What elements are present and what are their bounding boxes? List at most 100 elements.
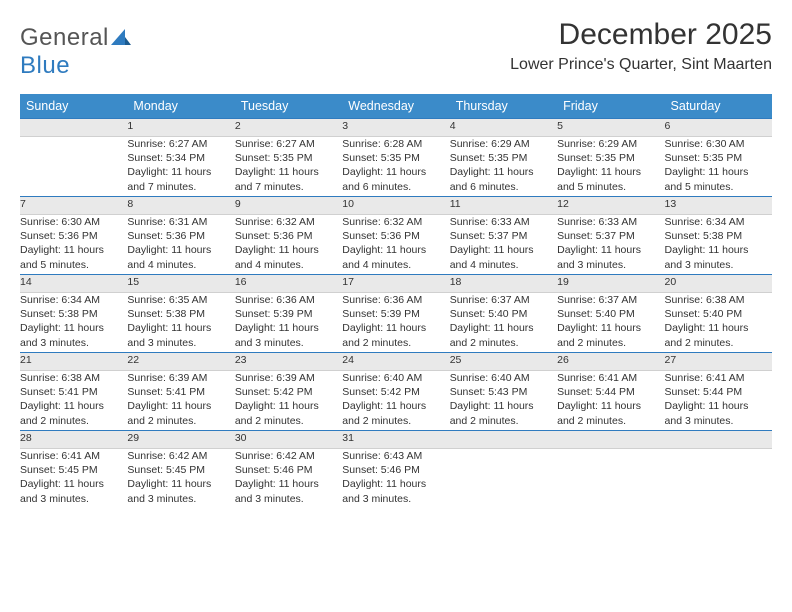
day-header: Monday: [127, 94, 234, 119]
daylight-text: and 3 minutes.: [665, 258, 772, 272]
sunset-text: Sunset: 5:35 PM: [557, 151, 664, 165]
day-cell: Sunrise: 6:36 AMSunset: 5:39 PMDaylight:…: [342, 293, 449, 353]
day-cell: Sunrise: 6:35 AMSunset: 5:38 PMDaylight:…: [127, 293, 234, 353]
sunrise-text: Sunrise: 6:41 AM: [557, 371, 664, 385]
day-cell: Sunrise: 6:38 AMSunset: 5:41 PMDaylight:…: [20, 371, 127, 431]
daylight-text: and 2 minutes.: [665, 336, 772, 350]
daylight-text: and 2 minutes.: [557, 414, 664, 428]
daylight-text: Daylight: 11 hours: [127, 477, 234, 491]
day-cell: Sunrise: 6:40 AMSunset: 5:42 PMDaylight:…: [342, 371, 449, 431]
day-number: [450, 431, 557, 449]
sunrise-text: Sunrise: 6:37 AM: [450, 293, 557, 307]
day-cell: Sunrise: 6:42 AMSunset: 5:45 PMDaylight:…: [127, 449, 234, 509]
sunset-text: Sunset: 5:46 PM: [235, 463, 342, 477]
day-cell: Sunrise: 6:38 AMSunset: 5:40 PMDaylight:…: [665, 293, 772, 353]
daylight-text: and 5 minutes.: [20, 258, 127, 272]
day-cell: Sunrise: 6:40 AMSunset: 5:43 PMDaylight:…: [450, 371, 557, 431]
sunset-text: Sunset: 5:36 PM: [127, 229, 234, 243]
day-cell: Sunrise: 6:27 AMSunset: 5:34 PMDaylight:…: [127, 137, 234, 197]
daylight-text: Daylight: 11 hours: [342, 321, 449, 335]
daylight-text: and 3 minutes.: [235, 492, 342, 506]
daylight-text: Daylight: 11 hours: [557, 165, 664, 179]
sunset-text: Sunset: 5:37 PM: [450, 229, 557, 243]
day-number: [665, 431, 772, 449]
daylight-text: Daylight: 11 hours: [235, 243, 342, 257]
day-cell: Sunrise: 6:31 AMSunset: 5:36 PMDaylight:…: [127, 215, 234, 275]
sunrise-text: Sunrise: 6:36 AM: [235, 293, 342, 307]
daylight-text: Daylight: 11 hours: [127, 243, 234, 257]
sunrise-text: Sunrise: 6:36 AM: [342, 293, 449, 307]
daynum-row: 78910111213: [20, 197, 772, 215]
calendar-table: Sunday Monday Tuesday Wednesday Thursday…: [20, 94, 772, 509]
day-cell: Sunrise: 6:39 AMSunset: 5:41 PMDaylight:…: [127, 371, 234, 431]
daylight-text: Daylight: 11 hours: [20, 399, 127, 413]
daylight-text: Daylight: 11 hours: [450, 165, 557, 179]
day-cell: Sunrise: 6:28 AMSunset: 5:35 PMDaylight:…: [342, 137, 449, 197]
daylight-text: and 2 minutes.: [450, 414, 557, 428]
sunrise-text: Sunrise: 6:30 AM: [20, 215, 127, 229]
sunrise-text: Sunrise: 6:33 AM: [557, 215, 664, 229]
day-cell: [450, 449, 557, 509]
daylight-text: Daylight: 11 hours: [127, 165, 234, 179]
day-number: 31: [342, 431, 449, 449]
day-number: 25: [450, 353, 557, 371]
sunrise-text: Sunrise: 6:27 AM: [127, 137, 234, 151]
day-number: 14: [20, 275, 127, 293]
day-cell: Sunrise: 6:43 AMSunset: 5:46 PMDaylight:…: [342, 449, 449, 509]
day-header-row: Sunday Monday Tuesday Wednesday Thursday…: [20, 94, 772, 119]
daylight-text: Daylight: 11 hours: [665, 321, 772, 335]
daylight-text: Daylight: 11 hours: [127, 321, 234, 335]
daylight-text: and 6 minutes.: [342, 180, 449, 194]
content-row: Sunrise: 6:34 AMSunset: 5:38 PMDaylight:…: [20, 293, 772, 353]
sunrise-text: Sunrise: 6:31 AM: [127, 215, 234, 229]
daylight-text: and 4 minutes.: [127, 258, 234, 272]
sunrise-text: Sunrise: 6:41 AM: [20, 449, 127, 463]
daylight-text: Daylight: 11 hours: [557, 321, 664, 335]
day-number: 17: [342, 275, 449, 293]
day-cell: Sunrise: 6:30 AMSunset: 5:35 PMDaylight:…: [665, 137, 772, 197]
day-header: Wednesday: [342, 94, 449, 119]
daylight-text: and 4 minutes.: [450, 258, 557, 272]
sunrise-text: Sunrise: 6:42 AM: [235, 449, 342, 463]
daylight-text: and 3 minutes.: [20, 336, 127, 350]
day-cell: [557, 449, 664, 509]
day-cell: Sunrise: 6:29 AMSunset: 5:35 PMDaylight:…: [450, 137, 557, 197]
day-cell: Sunrise: 6:37 AMSunset: 5:40 PMDaylight:…: [450, 293, 557, 353]
daylight-text: and 3 minutes.: [557, 258, 664, 272]
day-number: 9: [235, 197, 342, 215]
sunrise-text: Sunrise: 6:27 AM: [235, 137, 342, 151]
daynum-row: 14151617181920: [20, 275, 772, 293]
sunrise-text: Sunrise: 6:43 AM: [342, 449, 449, 463]
sunrise-text: Sunrise: 6:29 AM: [450, 137, 557, 151]
day-cell: Sunrise: 6:33 AMSunset: 5:37 PMDaylight:…: [450, 215, 557, 275]
daylight-text: Daylight: 11 hours: [235, 399, 342, 413]
sunrise-text: Sunrise: 6:30 AM: [665, 137, 772, 151]
daylight-text: and 4 minutes.: [235, 258, 342, 272]
sunset-text: Sunset: 5:42 PM: [342, 385, 449, 399]
daylight-text: and 3 minutes.: [665, 414, 772, 428]
daylight-text: and 2 minutes.: [450, 336, 557, 350]
daylight-text: Daylight: 11 hours: [342, 165, 449, 179]
day-cell: Sunrise: 6:39 AMSunset: 5:42 PMDaylight:…: [235, 371, 342, 431]
day-number: 3: [342, 119, 449, 137]
day-cell: Sunrise: 6:32 AMSunset: 5:36 PMDaylight:…: [235, 215, 342, 275]
daylight-text: Daylight: 11 hours: [235, 165, 342, 179]
sunset-text: Sunset: 5:38 PM: [127, 307, 234, 321]
sunrise-text: Sunrise: 6:39 AM: [235, 371, 342, 385]
day-cell: Sunrise: 6:34 AMSunset: 5:38 PMDaylight:…: [665, 215, 772, 275]
daylight-text: Daylight: 11 hours: [342, 399, 449, 413]
header: GeneralBlue December 2025 Lower Prince's…: [20, 18, 772, 80]
day-cell: [20, 137, 127, 197]
day-cell: Sunrise: 6:36 AMSunset: 5:39 PMDaylight:…: [235, 293, 342, 353]
logo: GeneralBlue: [20, 24, 131, 80]
sunrise-text: Sunrise: 6:29 AM: [557, 137, 664, 151]
day-number: 11: [450, 197, 557, 215]
day-number: 28: [20, 431, 127, 449]
sunrise-text: Sunrise: 6:32 AM: [235, 215, 342, 229]
sunrise-text: Sunrise: 6:33 AM: [450, 215, 557, 229]
day-cell: Sunrise: 6:32 AMSunset: 5:36 PMDaylight:…: [342, 215, 449, 275]
day-header: Friday: [557, 94, 664, 119]
sunset-text: Sunset: 5:36 PM: [20, 229, 127, 243]
sunrise-text: Sunrise: 6:38 AM: [665, 293, 772, 307]
daylight-text: and 5 minutes.: [665, 180, 772, 194]
